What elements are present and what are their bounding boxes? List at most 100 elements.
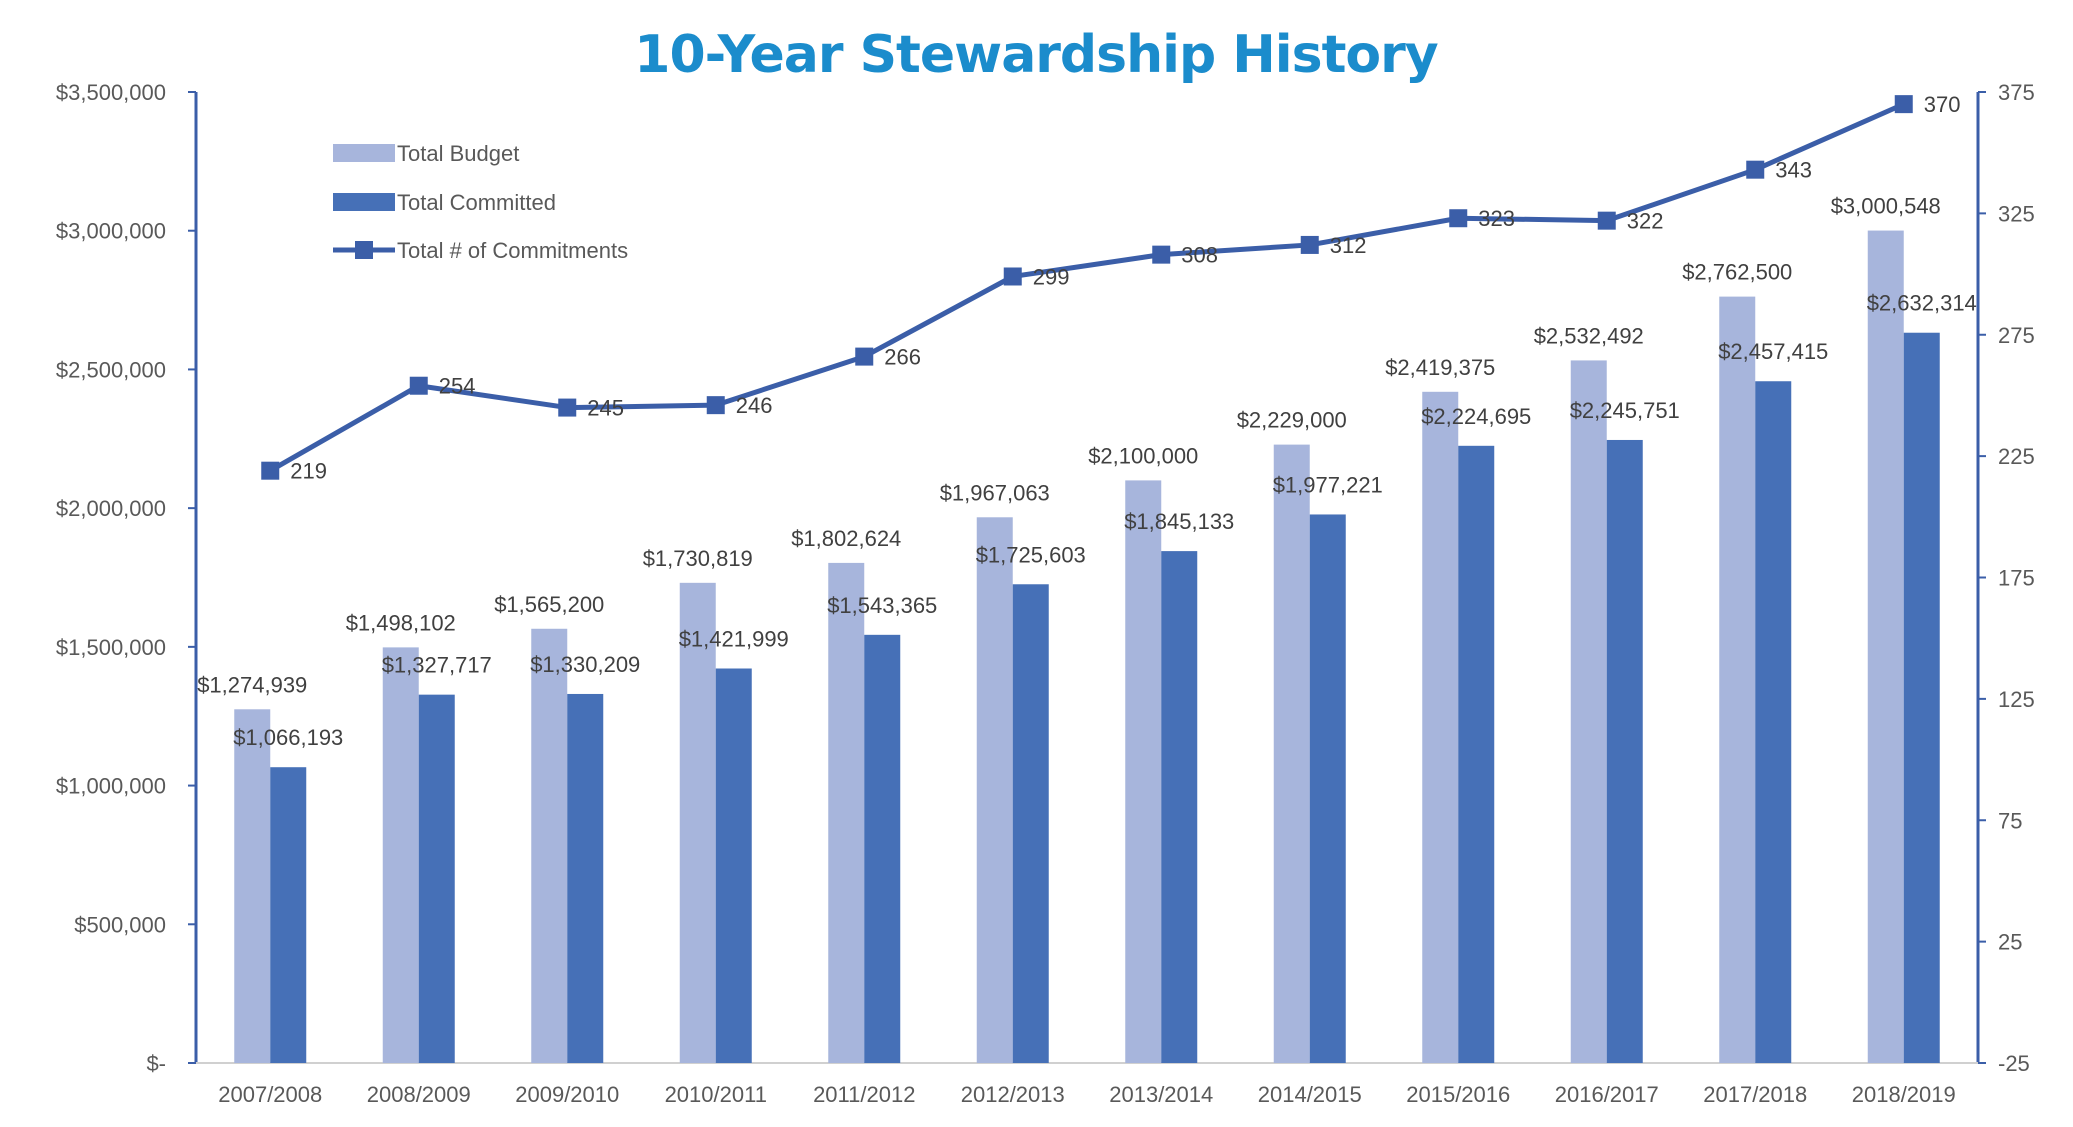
x-tick-label: 2007/2008 xyxy=(218,1082,322,1107)
bar-total-budget xyxy=(234,709,271,1063)
bar-total-budget xyxy=(1867,230,1904,1063)
data-label-total-budget: $2,229,000 xyxy=(1237,408,1347,433)
data-label-commitments: 245 xyxy=(587,396,624,421)
line-marker xyxy=(558,398,577,417)
data-label-total-budget: $1,967,063 xyxy=(940,480,1050,505)
data-label-commitments: 246 xyxy=(736,393,773,418)
bar-total-budget xyxy=(1125,480,1162,1063)
right-tick-label: 275 xyxy=(1998,323,2035,348)
data-label-total-committed: $1,330,209 xyxy=(530,652,640,677)
line-marker xyxy=(1152,245,1171,264)
right-tick-label: 75 xyxy=(1998,808,2022,833)
line-marker xyxy=(1894,95,1913,114)
bar-total-committed xyxy=(270,767,307,1063)
right-tick-label: 25 xyxy=(1998,930,2022,955)
data-label-total-committed: $1,543,365 xyxy=(827,593,937,618)
data-label-total-budget: $2,532,492 xyxy=(1534,323,1644,348)
bar-total-committed xyxy=(1755,381,1792,1063)
right-tick-label: -25 xyxy=(1998,1051,2030,1076)
bar-total-budget xyxy=(679,582,716,1063)
bar-total-committed xyxy=(1903,332,1940,1063)
line-marker xyxy=(1746,160,1765,179)
line-marker xyxy=(706,396,725,415)
data-labels-group: $1,274,939 $1,066,193 $1,498,102 $1,327,717… xyxy=(197,92,1977,750)
data-label-total-committed: $1,845,133 xyxy=(1124,509,1234,534)
bar-total-committed xyxy=(418,694,455,1063)
x-tick-label: 2014/2015 xyxy=(1258,1082,1362,1107)
bar-total-budget xyxy=(1719,296,1756,1063)
line-total-commitments xyxy=(269,101,1905,473)
bar-total-budget xyxy=(1273,444,1310,1064)
x-tick-label: 2016/2017 xyxy=(1555,1082,1659,1107)
legend-swatch-total-committed xyxy=(333,193,395,211)
x-tick-label: 2015/2016 xyxy=(1406,1082,1510,1107)
line-marker xyxy=(1300,235,1319,254)
bar-total-committed xyxy=(1606,439,1643,1064)
legend-label-total-budget: Total Budget xyxy=(397,141,519,166)
data-label-commitments: 219 xyxy=(290,459,327,484)
data-label-commitments: 370 xyxy=(1924,92,1961,117)
left-tick-label: $1,000,000 xyxy=(56,774,166,799)
bar-total-budget xyxy=(382,647,419,1063)
legend: Total Budget Total Committed Total # of Co… xyxy=(333,141,628,263)
data-label-total-committed: $1,421,999 xyxy=(679,626,789,651)
data-label-total-budget: $1,730,819 xyxy=(643,546,753,571)
data-label-commitments: 308 xyxy=(1181,243,1218,268)
left-tick-label: $2,000,000 xyxy=(56,496,166,521)
data-label-commitments: 299 xyxy=(1033,264,1070,289)
line-marker xyxy=(1449,209,1468,228)
data-label-commitments: 343 xyxy=(1775,158,1812,183)
left-tick-label: $3,500,000 xyxy=(56,80,166,105)
x-tick-label: 2013/2014 xyxy=(1109,1082,1213,1107)
left-tick-label: $500,000 xyxy=(74,912,166,937)
data-label-total-committed: $2,245,751 xyxy=(1570,398,1680,423)
left-tick-label: $1,500,000 xyxy=(56,635,166,660)
line-marker xyxy=(1597,211,1616,230)
data-label-commitments: 254 xyxy=(439,374,476,399)
x-tick-label: 2011/2012 xyxy=(813,1082,915,1107)
line-marker xyxy=(855,347,874,366)
x-tick-label: 2012/2013 xyxy=(961,1082,1065,1107)
data-label-total-budget: $2,100,000 xyxy=(1088,443,1198,468)
line-marker xyxy=(261,461,280,480)
line-group xyxy=(261,95,1913,480)
data-label-total-committed: $1,066,193 xyxy=(233,725,343,750)
data-label-commitments: 322 xyxy=(1627,209,1664,234)
data-label-total-committed: $2,457,415 xyxy=(1718,339,1828,364)
left-tick-label: $2,500,000 xyxy=(56,357,166,382)
x-tick-label: 2017/2018 xyxy=(1703,1082,1807,1107)
bar-total-budget xyxy=(828,562,865,1063)
data-label-total-committed: $1,977,221 xyxy=(1273,472,1383,497)
data-label-total-committed: $2,632,314 xyxy=(1867,291,1977,316)
bar-total-committed xyxy=(1161,551,1198,1063)
bar-total-budget xyxy=(1570,360,1607,1063)
right-tick-label: 175 xyxy=(1998,566,2035,591)
data-label-total-committed: $1,327,717 xyxy=(382,653,492,678)
bars-group xyxy=(234,230,1940,1064)
data-label-total-budget: $1,565,200 xyxy=(494,592,604,617)
data-label-total-committed: $2,224,695 xyxy=(1421,404,1531,429)
bar-total-budget xyxy=(531,628,568,1063)
chart-title: 10-Year Stewardship History xyxy=(634,25,1438,85)
x-tick-label: 2018/2019 xyxy=(1852,1082,1956,1107)
data-label-total-budget: $3,000,548 xyxy=(1831,194,1941,219)
data-label-total-budget: $2,419,375 xyxy=(1385,355,1495,380)
bar-total-committed xyxy=(1458,445,1495,1063)
data-label-total-budget: $1,802,624 xyxy=(791,526,901,551)
axes: $- $500,000 $1,000,000 $1,500,000 $2,000,000… xyxy=(56,80,2035,1107)
legend-swatch-total-budget xyxy=(333,144,395,162)
right-tick-label: 375 xyxy=(1998,80,2035,105)
data-label-commitments: 323 xyxy=(1478,206,1515,231)
line-marker xyxy=(1003,267,1022,286)
left-tick-label: $- xyxy=(146,1051,166,1076)
bar-total-committed xyxy=(1309,514,1346,1063)
data-label-total-budget: $1,498,102 xyxy=(346,610,456,635)
left-tick-label: $3,000,000 xyxy=(56,219,166,244)
x-tick-label: 2009/2010 xyxy=(515,1082,619,1107)
bar-total-committed xyxy=(567,693,604,1063)
bar-total-committed xyxy=(715,668,752,1063)
data-label-commitments: 266 xyxy=(884,345,921,370)
data-label-total-budget: $1,274,939 xyxy=(197,672,307,697)
